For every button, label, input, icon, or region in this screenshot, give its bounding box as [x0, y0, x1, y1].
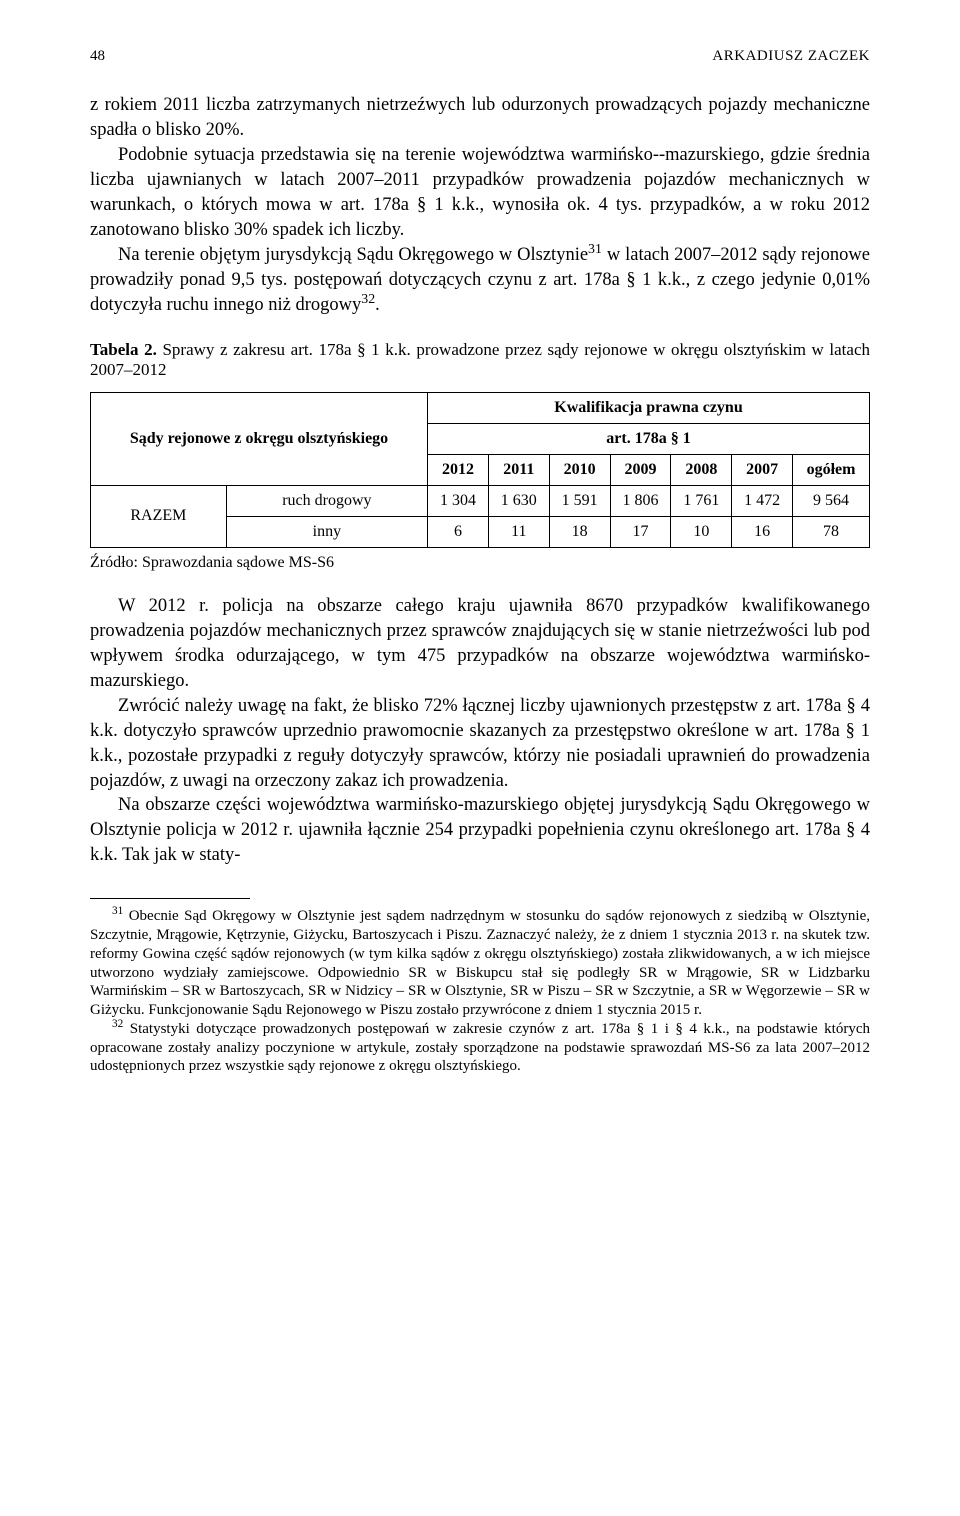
table-caption-text: Sprawy z zakresu art. 178a § 1 k.k. prow…	[90, 340, 870, 379]
page-number: 48	[90, 48, 105, 65]
data-table: Sądy rejonowe z okręgu olsztyńskiego Kwa…	[90, 392, 870, 548]
column-header: 2009	[610, 454, 671, 485]
column-header: 2011	[488, 454, 549, 485]
cell: 1 304	[428, 485, 489, 516]
table-row: Sądy rejonowe z okręgu olsztyńskiego Kwa…	[91, 392, 870, 423]
page-header: 48 ARKADIUSZ ZACZEK	[90, 48, 870, 65]
column-header: 2010	[549, 454, 610, 485]
razem-label: RAZEM	[91, 485, 227, 547]
cell: 17	[610, 516, 671, 547]
row-header: Sądy rejonowe z okręgu olsztyńskiego	[91, 392, 428, 485]
body-top: z rokiem 2011 liczba zatrzymanych nietrz…	[90, 93, 870, 318]
paragraph: Podobnie sytuacja przedstawia się na ter…	[90, 143, 870, 243]
cell: 11	[488, 516, 549, 547]
cell: 78	[793, 516, 870, 547]
footnote-text: Obecnie Sąd Okręgowy w Olsztynie jest są…	[90, 908, 870, 1018]
column-header: 2012	[428, 454, 489, 485]
cell: 1 761	[671, 485, 732, 516]
cell: 1 630	[488, 485, 549, 516]
column-header: 2008	[671, 454, 732, 485]
footnote-number: 32	[112, 1018, 123, 1030]
paragraph: z rokiem 2011 liczba zatrzymanych nietrz…	[90, 93, 870, 143]
cell: 1 591	[549, 485, 610, 516]
cell: 16	[732, 516, 793, 547]
column-header: art. 178a § 1	[428, 423, 870, 454]
text-run: .	[375, 295, 380, 315]
table-source: Źródło: Sprawozdania sądowe MS-S6	[90, 554, 870, 572]
column-header: 2007	[732, 454, 793, 485]
table-row: RAZEM ruch drogowy 1 304 1 630 1 591 1 8…	[91, 485, 870, 516]
paragraph: W 2012 r. policja na obszarze całego kra…	[90, 594, 870, 694]
table-caption: Tabela 2. Sprawy z zakresu art. 178a § 1…	[90, 340, 870, 380]
paragraph: Na terenie objętym jurysdykcją Sądu Okrę…	[90, 243, 870, 318]
cell: 18	[549, 516, 610, 547]
cell: 9 564	[793, 485, 870, 516]
cell: 6	[428, 516, 489, 547]
cell: 1 472	[732, 485, 793, 516]
author-name: ARKADIUSZ ZACZEK	[712, 48, 870, 65]
cell: 10	[671, 516, 732, 547]
footnote-number: 31	[112, 905, 123, 917]
footnotes: 31 Obecnie Sąd Okręgowy w Olsztynie jest…	[90, 907, 870, 1076]
page: 48 ARKADIUSZ ZACZEK z rokiem 2011 liczba…	[0, 0, 960, 1116]
column-header: Kwalifikacja prawna czynu	[428, 392, 870, 423]
cell: 1 806	[610, 485, 671, 516]
footnote: 31 Obecnie Sąd Okręgowy w Olsztynie jest…	[90, 907, 870, 1020]
row-label: inny	[226, 516, 427, 547]
paragraph: Na obszarze części województwa warmińsko…	[90, 793, 870, 868]
footnote: 32 Statystyki dotyczące prowadzonych pos…	[90, 1020, 870, 1076]
footnote-ref: 31	[588, 242, 602, 257]
body-bottom: W 2012 r. policja na obszarze całego kra…	[90, 594, 870, 869]
table-caption-label: Tabela 2.	[90, 340, 157, 359]
footnote-separator	[90, 898, 250, 899]
column-header: ogółem	[793, 454, 870, 485]
footnote-ref: 32	[361, 292, 375, 307]
text-run: Na terenie objętym jurysdykcją Sądu Okrę…	[118, 245, 588, 265]
footnote-text: Statystyki dotyczące prowadzonych postęp…	[90, 1021, 870, 1075]
paragraph: Zwrócić należy uwagę na fakt, że blisko …	[90, 694, 870, 794]
row-label: ruch drogowy	[226, 485, 427, 516]
